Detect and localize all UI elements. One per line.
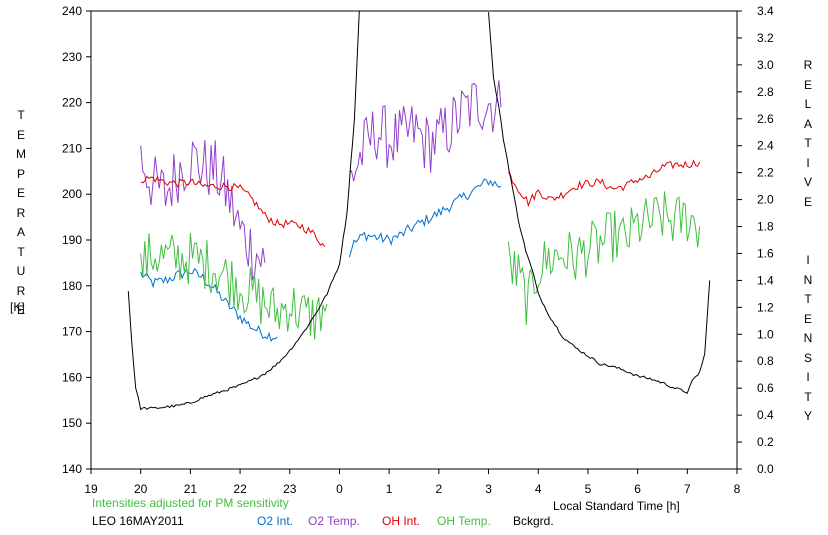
axis-label-letter: E	[803, 77, 812, 92]
left-tick-label: 190	[62, 233, 82, 247]
series-line-oh-temp	[507, 191, 701, 326]
axis-label-letter: M	[16, 147, 26, 161]
right-tick-label: 1.8	[757, 220, 774, 234]
axis-label-letter: E	[16, 303, 25, 317]
right-tick-label: 0.2	[757, 435, 774, 449]
axis-label-letter: T	[804, 389, 812, 404]
right-tick-label: 2.8	[757, 85, 774, 99]
x-tick-label: 22	[233, 482, 247, 496]
site-date-label: LEO 16MAY2011	[92, 514, 184, 528]
axis-label-letter: N	[803, 272, 813, 287]
right-tick-label: 0.4	[757, 408, 774, 422]
axis-label-letter	[799, 232, 817, 252]
right-tick-label: 1.0	[757, 327, 774, 341]
left-tick-label: 140	[62, 462, 82, 476]
left-tick-label: 160	[62, 370, 82, 384]
right-tick-label: 1.4	[757, 273, 774, 287]
right-tick-label: 1.2	[757, 300, 774, 314]
x-tick-label: 20	[134, 482, 148, 496]
series-line-o2-int	[348, 178, 502, 258]
axis-label-letter: Y	[803, 409, 812, 423]
axis-label-letter: A	[16, 225, 25, 239]
series-line-oh-int	[508, 159, 701, 208]
axis-label-letter: R	[803, 58, 813, 72]
x-tick-label: 2	[436, 482, 443, 496]
axis-label-letter	[799, 212, 817, 232]
right-tick-label: 2.0	[757, 193, 774, 207]
axis-label-letter: R	[16, 283, 26, 298]
right-tick-label: 0.0	[757, 462, 774, 476]
legend-item: Bckgrd.	[513, 514, 554, 528]
series-line-oh-int	[140, 175, 326, 247]
axis-label-letter: E	[803, 311, 812, 326]
right-tick-label: 1.6	[757, 246, 774, 260]
sensitivity-note: Intensities adjusted for PM sensitivity	[92, 496, 289, 510]
legend-item: O2 Temp.	[308, 514, 360, 528]
right-tick-label: 3.0	[757, 58, 774, 72]
axis-label-letter: U	[16, 264, 26, 278]
series-line-bckgrd	[127, 11, 360, 411]
x-tick-label: 8	[734, 482, 741, 496]
axis-label-letter: T	[804, 292, 812, 306]
series-line-o2-temp	[349, 80, 502, 182]
axis-label-letter: E	[16, 186, 25, 200]
x-axis-title: Local Standard Time [h]	[553, 499, 680, 513]
axis-label-letter: I	[806, 253, 810, 267]
axis-label-letter: T	[17, 108, 25, 122]
axis-label-letter: T	[804, 136, 812, 150]
right-tick-label: 3.4	[757, 4, 774, 18]
axis-label-letter: R	[16, 205, 26, 220]
axis-label-letter: P	[16, 166, 25, 181]
axis-label-letter: A	[803, 116, 812, 131]
axis-label-letter: I	[806, 155, 810, 170]
left-tick-label: 170	[62, 325, 82, 339]
x-tick-label: 23	[283, 482, 297, 496]
x-tick-label: 1	[386, 482, 393, 496]
left-tick-label: 200	[62, 187, 82, 201]
x-tick-label: 7	[684, 482, 691, 496]
left-tick-label: 180	[62, 279, 82, 293]
x-tick-label: 0	[336, 482, 343, 496]
x-tick-label: 4	[535, 482, 542, 496]
series-line-oh-temp	[140, 233, 328, 340]
right-tick-label: 2.6	[757, 112, 774, 126]
right-tick-label: 2.2	[757, 166, 774, 180]
x-tick-label: 6	[634, 482, 641, 496]
axis-label-letter: V	[803, 175, 812, 189]
axis-label-letter: N	[803, 331, 813, 345]
x-tick-label: 19	[84, 482, 98, 496]
right-tick-label: 3.2	[757, 31, 774, 45]
right-tick-label: 0.8	[757, 354, 774, 368]
left-axis-unit: [K]	[10, 300, 25, 314]
axis-label-letter: E	[803, 194, 812, 209]
axis-label-letter: E	[16, 127, 25, 142]
left-tick-label: 210	[62, 141, 82, 155]
axis-label-letter: I	[806, 370, 810, 384]
left-tick-label: 150	[62, 416, 82, 430]
legend-item: OH Temp.	[437, 514, 491, 528]
right-tick-label: 0.6	[757, 381, 774, 395]
legend-item: OH Int.	[382, 514, 421, 528]
axis-label-letter: S	[803, 350, 812, 365]
x-tick-label: 21	[184, 482, 198, 496]
left-tick-label: 230	[62, 50, 82, 64]
left-tick-label: 240	[62, 4, 82, 18]
right-tick-label: 2.4	[757, 139, 774, 153]
axis-label-letter: T	[17, 244, 25, 259]
x-tick-label: 3	[485, 482, 492, 496]
series-line-o2-temp	[140, 140, 266, 282]
axis-label-letter: L	[804, 97, 812, 111]
series-line-bckgrd	[488, 12, 711, 394]
x-tick-label: 5	[585, 482, 592, 496]
left-tick-label: 220	[62, 96, 82, 110]
legend-item: O2 Int.	[257, 514, 294, 528]
